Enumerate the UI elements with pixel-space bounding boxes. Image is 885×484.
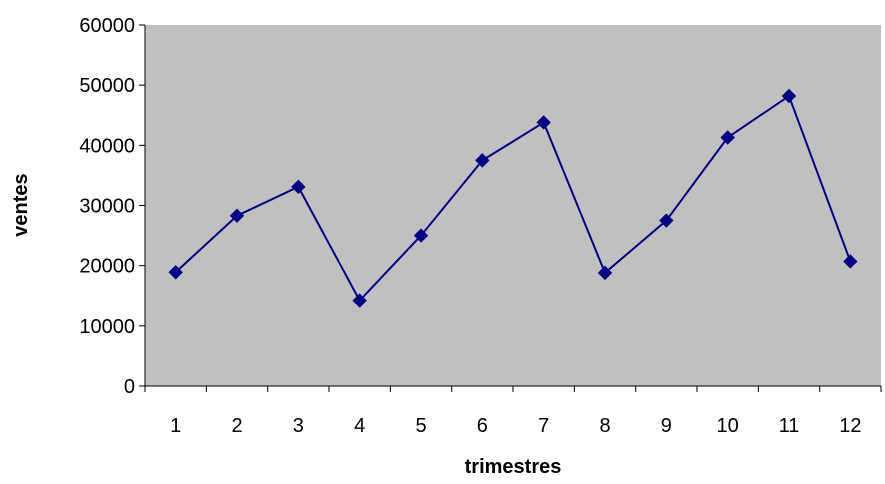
data-point xyxy=(413,228,429,243)
x-axis: 1 2 3 4 5 6 7 8 9 10 11 12 xyxy=(144,386,882,437)
x-tick-label: 4 xyxy=(354,415,365,437)
x-tick-label: 5 xyxy=(415,415,426,437)
x-tick-label: 6 xyxy=(477,415,488,437)
data-point xyxy=(843,254,858,269)
y-tick-label: 30000 xyxy=(79,196,135,218)
x-tick-label: 2 xyxy=(231,415,242,437)
data-point xyxy=(597,265,613,281)
y-tick-label: 20000 xyxy=(79,256,135,278)
data-point xyxy=(352,293,367,308)
data-point xyxy=(475,153,490,168)
y-tick-label: 40000 xyxy=(79,135,135,157)
data-point xyxy=(291,179,306,195)
x-tick-label: 7 xyxy=(538,415,549,437)
data-point xyxy=(781,88,797,104)
y-tick-label: 60000 xyxy=(79,15,135,37)
data-point xyxy=(720,130,735,145)
x-tick-label: 12 xyxy=(839,415,861,437)
y-tick-label: 0 xyxy=(124,376,135,398)
series-markers xyxy=(168,88,858,308)
y-axis-title: ventes xyxy=(10,173,32,236)
plot-area xyxy=(145,25,881,386)
x-tick-label: 10 xyxy=(717,415,739,437)
x-tick-label: 8 xyxy=(599,415,610,437)
data-point xyxy=(229,208,245,223)
series-line xyxy=(174,94,852,303)
x-tick-label: 1 xyxy=(170,415,181,437)
data-point xyxy=(168,265,183,280)
x-tick-label: 9 xyxy=(661,415,672,437)
x-tick-label: 3 xyxy=(293,415,304,437)
x-tick-label: 11 xyxy=(779,415,800,437)
x-axis-title: trimestres xyxy=(465,456,562,478)
y-tick-label: 10000 xyxy=(79,316,135,338)
y-axis: 0 10000 20000 30000 40000 50000 60000 xyxy=(79,15,145,398)
y-tick-label: 50000 xyxy=(79,75,135,97)
data-point xyxy=(659,213,674,228)
data-point xyxy=(536,115,551,130)
